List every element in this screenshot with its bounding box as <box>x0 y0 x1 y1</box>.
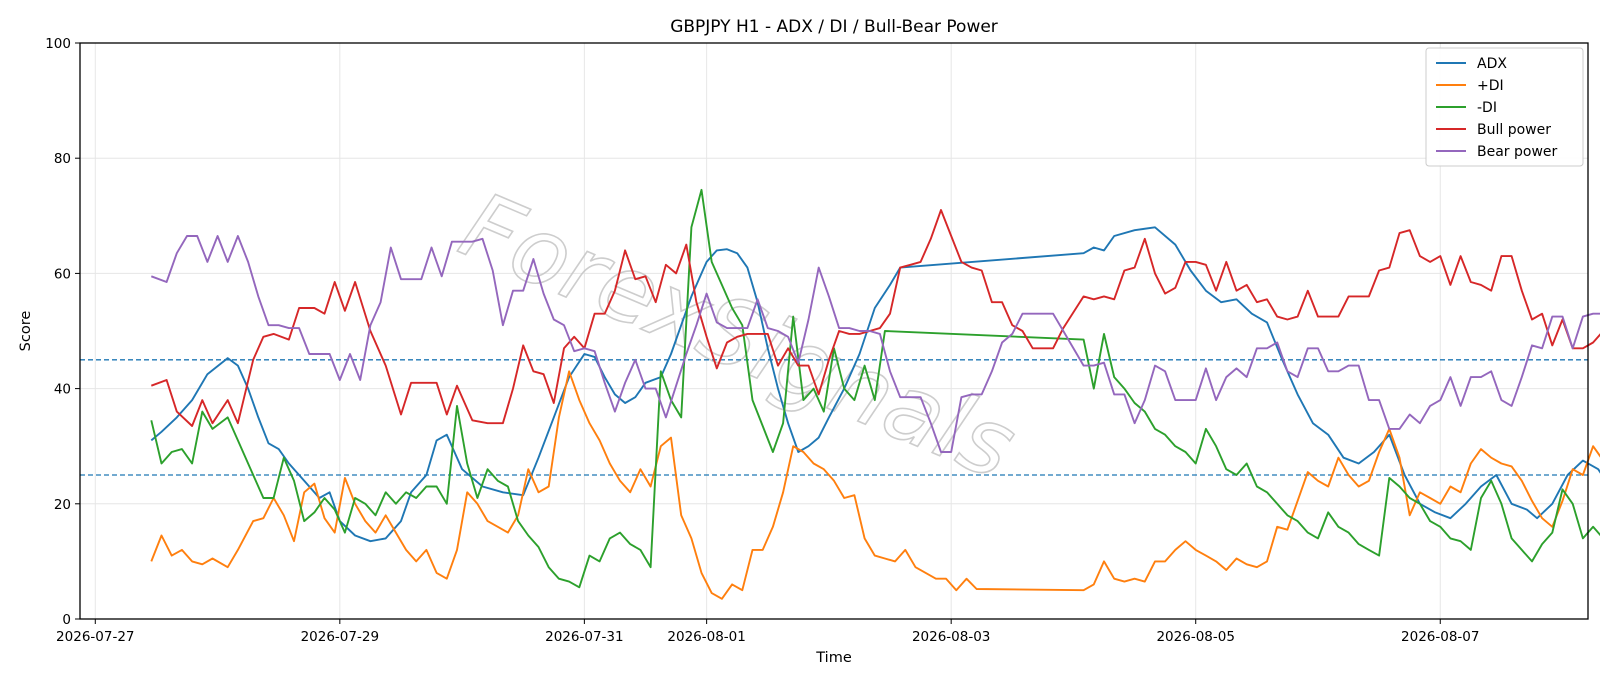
x-tick-label: 2026-07-27 <box>56 629 134 645</box>
series-line-plus-di <box>150 370 1600 600</box>
x-tick-label: 2026-08-05 <box>1156 629 1234 645</box>
series-line-bear <box>150 235 1600 453</box>
y-tick-label: 80 <box>54 151 71 167</box>
legend-label-bear: Bear power <box>1477 144 1558 160</box>
legend-label-bull: Bull power <box>1477 122 1551 138</box>
legend-label-minus-di: -DI <box>1477 100 1497 116</box>
legend: ADX +DI -DI Bull power Bear power <box>1425 47 1584 167</box>
x-tick-label: 2026-07-31 <box>545 629 623 645</box>
plot-frame <box>79 42 1589 620</box>
y-tick-label: 20 <box>54 497 71 513</box>
y-tick-label: 0 <box>62 612 71 628</box>
x-tick-label: 2026-07-29 <box>301 629 379 645</box>
y-axis: 0 20 40 60 80 100 <box>45 36 80 628</box>
legend-label-plus-di: +DI <box>1477 78 1504 94</box>
legend-box <box>1425 47 1584 167</box>
series-layer <box>150 188 1600 600</box>
x-axis: 2026-07-27 2026-07-29 2026-07-31 2026-08-01… <box>56 619 1479 645</box>
y-tick-label: 60 <box>54 266 71 282</box>
chart-title: GBPJPY H1 - ADX / DI / Bull-Bear Power <box>670 17 998 37</box>
series-line-adx <box>150 226 1600 543</box>
y-axis-label: Score <box>18 311 34 352</box>
series-line-minus-di <box>150 188 1600 589</box>
y-tick-label: 40 <box>54 382 71 398</box>
y-tick-label: 100 <box>45 36 71 52</box>
series-line-bull <box>150 209 1600 427</box>
x-tick-label: 2026-08-07 <box>1401 629 1479 645</box>
x-axis-label: Time <box>815 650 852 666</box>
x-tick-label: 2026-08-01 <box>667 629 745 645</box>
x-tick-label: 2026-08-03 <box>912 629 990 645</box>
legend-label-adx: ADX <box>1477 56 1507 72</box>
